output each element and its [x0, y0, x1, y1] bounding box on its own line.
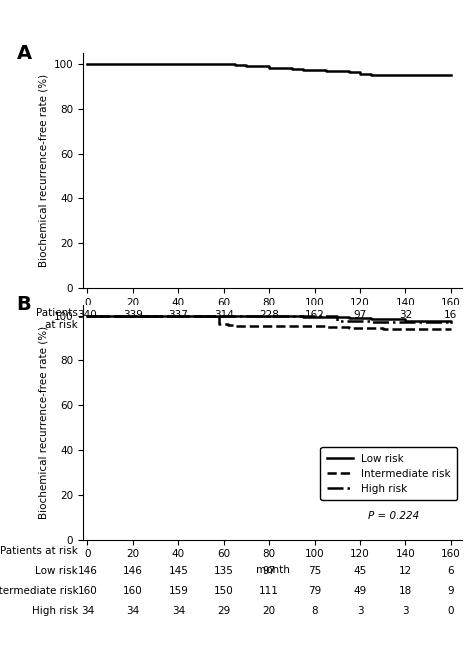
Text: 162: 162	[305, 310, 325, 320]
Text: 6: 6	[447, 566, 454, 576]
Text: 135: 135	[214, 566, 234, 576]
Text: 3: 3	[356, 606, 363, 616]
Text: 20: 20	[263, 606, 276, 616]
Text: 111: 111	[259, 586, 279, 596]
Text: 228: 228	[259, 310, 279, 320]
Text: 145: 145	[168, 566, 188, 576]
Text: 339: 339	[123, 310, 143, 320]
Text: 314: 314	[214, 310, 234, 320]
Text: 160: 160	[123, 586, 143, 596]
Text: 45: 45	[353, 566, 366, 576]
Text: 97: 97	[353, 310, 366, 320]
Text: 12: 12	[399, 566, 412, 576]
Text: P = 0.224: P = 0.224	[368, 511, 419, 521]
X-axis label: month: month	[255, 313, 290, 323]
Text: at risk: at risk	[46, 320, 78, 330]
Text: 160: 160	[78, 586, 97, 596]
Text: 159: 159	[168, 586, 188, 596]
X-axis label: month: month	[255, 565, 290, 575]
Text: 75: 75	[308, 566, 321, 576]
Y-axis label: Biochemical recurrence-free rate (%): Biochemical recurrence-free rate (%)	[38, 326, 48, 518]
Text: 146: 146	[78, 566, 98, 576]
Text: A: A	[17, 44, 32, 63]
Legend: Low risk, Intermediate risk, High risk: Low risk, Intermediate risk, High risk	[320, 448, 457, 500]
Text: Low risk: Low risk	[36, 566, 78, 576]
Text: Patients at risk: Patients at risk	[0, 546, 78, 556]
Text: 32: 32	[399, 310, 412, 320]
Text: 34: 34	[126, 606, 139, 616]
Text: High risk: High risk	[32, 606, 78, 616]
Text: 150: 150	[214, 586, 234, 596]
Text: 49: 49	[353, 586, 366, 596]
Text: 34: 34	[172, 606, 185, 616]
Text: 337: 337	[168, 310, 188, 320]
Text: Patients: Patients	[36, 308, 78, 318]
Text: 340: 340	[78, 310, 97, 320]
Text: 8: 8	[311, 606, 318, 616]
Text: Intermediate risk: Intermediate risk	[0, 586, 78, 596]
Text: 29: 29	[217, 606, 230, 616]
Text: 16: 16	[444, 310, 457, 320]
Text: 3: 3	[402, 606, 409, 616]
Text: 9: 9	[447, 586, 454, 596]
Text: B: B	[17, 295, 31, 314]
Text: 97: 97	[263, 566, 276, 576]
Text: 146: 146	[123, 566, 143, 576]
Y-axis label: Biochemical recurrence-free rate (%): Biochemical recurrence-free rate (%)	[38, 74, 48, 267]
Text: 18: 18	[399, 586, 412, 596]
Text: 79: 79	[308, 586, 321, 596]
Text: 0: 0	[447, 606, 454, 616]
Text: 34: 34	[81, 606, 94, 616]
